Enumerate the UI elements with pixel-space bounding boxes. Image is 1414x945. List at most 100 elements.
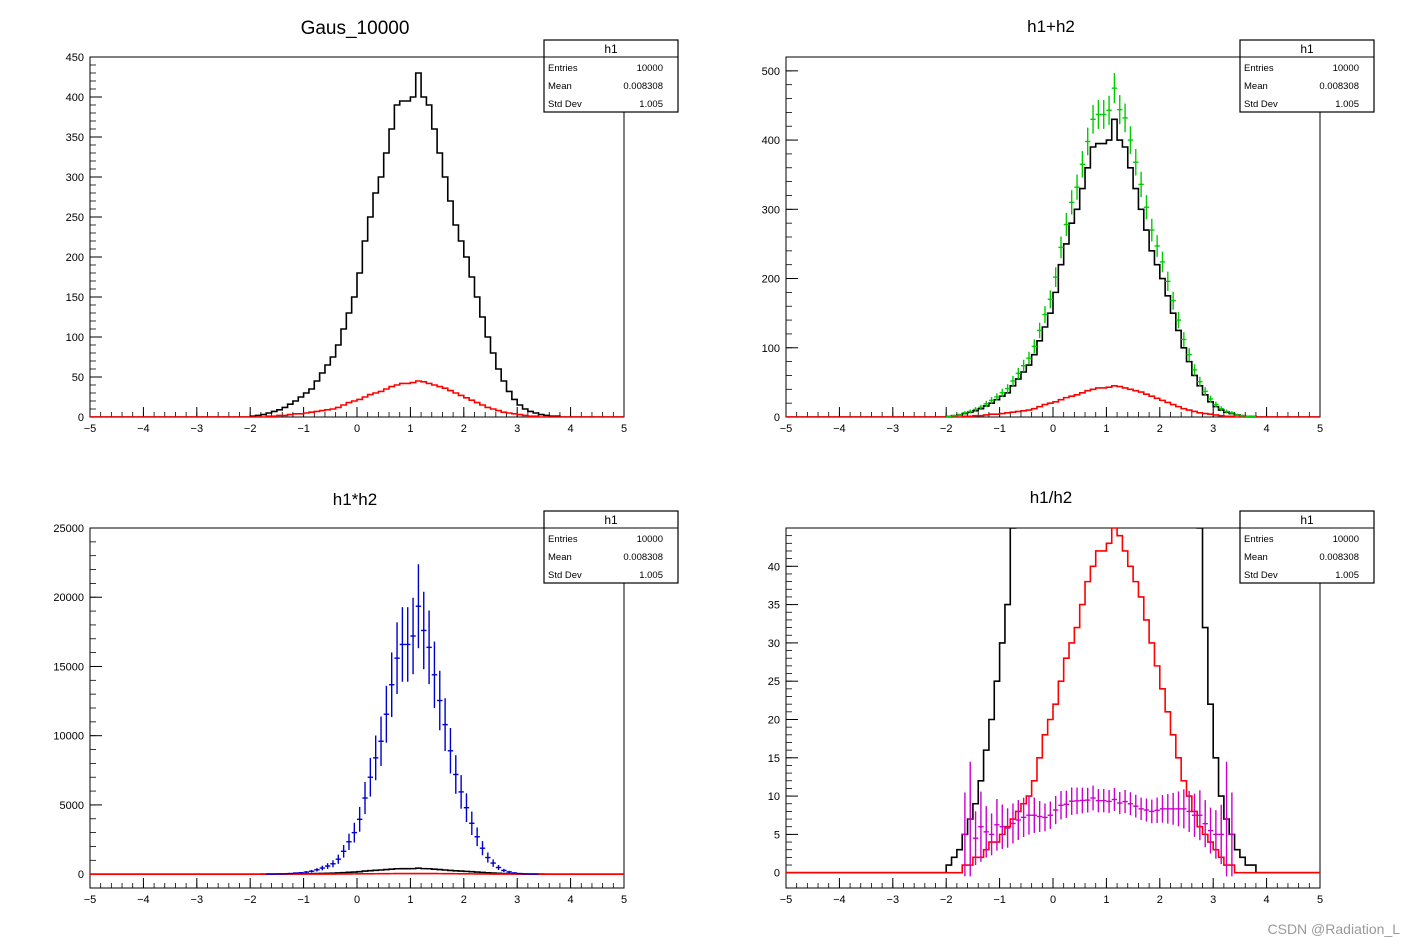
x-tick-label: 5 [621,423,627,435]
x-tick-label: 3 [514,894,520,906]
chart-pad4: h1/h2 −5 −4 −3 −2 −1 0 1 2 3 4 5 0 5 10 15 20 25 30 35 40 h1 E… [768,488,1375,906]
y-tick-label: 20000 [53,592,84,604]
stats-frame [543,39,679,113]
y-tick-label: 15 [768,753,780,765]
x-tick-label: −3 [887,894,900,906]
y-tick-label: 150 [66,292,84,304]
stats-label: Entries [548,63,578,74]
y-tick-label: 25 [768,676,780,688]
stats-label: Std Dev [1244,570,1278,581]
stats-label: Entries [548,534,578,545]
series-h2-step [90,872,624,875]
x-tick-label: −5 [84,423,97,435]
x-tick-label: 5 [1317,423,1323,435]
y-tick-label: 0 [78,869,84,881]
stats-label: Std Dev [1244,99,1278,110]
plot-area [90,72,624,417]
x-tick-label: 1 [407,423,413,435]
y-tick-label: 0 [774,412,780,424]
y-tick-label: 15000 [53,661,84,673]
stats-label: Entries [1244,63,1274,74]
x-tick-label: −5 [780,423,793,435]
series-h2-step [786,385,1320,417]
stats-label: Mean [548,81,572,92]
y-tick-label: 300 [762,204,780,216]
x-tick-label: 4 [568,423,574,435]
stats-value: 1.005 [1335,99,1359,110]
x-tick-label: −5 [780,894,793,906]
stats-frame [1239,510,1375,584]
x-tick-label: 5 [1317,894,1323,906]
x-tick-label: −5 [84,894,97,906]
plot-area [786,73,1320,417]
stats-value: 0.008308 [623,81,663,92]
stats-label: Mean [548,552,572,563]
y-tick-label: 500 [762,66,780,78]
stats-box: h1 Entries 10000 Mean 0.008308 Std Dev 1.005 [543,39,679,113]
y-tick-label: 10000 [53,731,84,743]
chart-pad3: h1*h2 −5 −4 −3 −2 −1 0 1 2 3 4 5 0 5000 10000 15000 2000… [53,490,679,906]
y-tick-label: 20 [768,714,780,726]
x-tick-label: 2 [461,423,467,435]
stats-title: h1 [604,513,618,527]
x-tick-label: −3 [887,423,900,435]
x-tick-label: 0 [354,423,360,435]
stats-frame [1239,39,1375,113]
x-tick-label: −2 [940,423,953,435]
chart-pad2: h1+h2 −5 −4 −3 −2 −1 0 1 2 3 4 5 0 100 200 300 400 500 h1 E… [762,17,1375,435]
stats-value: 10000 [1333,63,1359,74]
series-h1-step [786,528,1320,874]
y-tick-label: 100 [66,332,84,344]
stats-box: h1 Entries 10000 Mean 0.008308 Std Dev 1.005 [1239,39,1375,113]
stats-title: h1 [604,42,618,56]
y-tick-label: 350 [66,132,84,144]
x-tick-label: 1 [407,894,413,906]
stats-value: 1.005 [639,99,663,110]
y-tick-label: 250 [66,212,84,224]
x-tick-label: 3 [1210,423,1216,435]
stats-value: 10000 [1333,534,1359,545]
stats-value: 0.008308 [1319,81,1359,92]
y-tick-label: 0 [774,868,780,880]
stats-value: 10000 [637,534,663,545]
stats-title: h1 [1300,513,1314,527]
y-tick-label: 50 [72,372,84,384]
y-tick-label: 200 [762,274,780,286]
x-tick-label: −3 [191,423,204,435]
x-tick-label: 0 [354,894,360,906]
y-tick-label: 5 [774,829,780,841]
x-tick-label: −3 [191,894,204,906]
x-tick-label: 1 [1103,894,1109,906]
y-tick-label: 10 [768,791,780,803]
x-tick-label: −1 [297,894,310,906]
series-h1-step [786,118,1320,417]
x-tick-label: 5 [621,894,627,906]
y-tick-label: 0 [78,412,84,424]
watermark: CSDN @Radiation_L [1267,921,1401,937]
x-tick-label: 0 [1050,894,1056,906]
x-tick-label: 1 [1103,423,1109,435]
chart-title: h1/h2 [1030,488,1073,507]
stats-value: 10000 [637,63,663,74]
x-tick-label: 2 [461,894,467,906]
stats-title: h1 [1300,42,1314,56]
x-tick-label: −4 [833,894,846,906]
series-h2-step [90,380,624,417]
y-tick-label: 400 [762,135,780,147]
x-tick-label: 4 [1264,894,1270,906]
y-tick-label: 40 [768,561,780,573]
stats-frame [543,510,679,584]
x-tick-label: 2 [1157,423,1163,435]
stats-value: 0.008308 [1319,552,1359,563]
series-h1-step [90,72,624,417]
y-tick-label: 200 [66,252,84,264]
y-tick-label: 100 [762,343,780,355]
chart-title: h1*h2 [333,490,377,509]
y-tick-label: 450 [66,52,84,64]
stats-value: 0.008308 [623,552,663,563]
x-tick-label: −2 [244,423,257,435]
chart-title: Gaus_10000 [301,18,410,39]
x-tick-label: −1 [993,894,1006,906]
plot-area [786,528,1320,877]
